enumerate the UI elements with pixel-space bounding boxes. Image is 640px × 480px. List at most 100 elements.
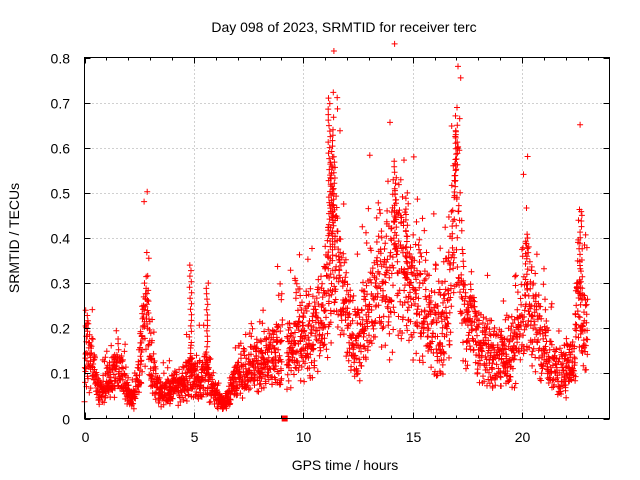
data-point — [449, 230, 456, 237]
data-point — [404, 189, 411, 196]
data-point — [486, 380, 493, 387]
data-point — [325, 254, 332, 261]
data-point — [578, 223, 585, 230]
data-point — [323, 314, 329, 321]
data-point — [237, 340, 244, 347]
data-point — [382, 342, 389, 349]
data-point — [297, 302, 304, 309]
data-point — [417, 270, 424, 277]
data-point — [497, 374, 504, 381]
data-point — [479, 348, 486, 355]
data-point — [160, 359, 167, 366]
data-point — [324, 354, 331, 361]
data-point — [121, 348, 128, 355]
data-point — [572, 321, 579, 328]
data-point — [467, 286, 474, 293]
data-point — [531, 321, 538, 328]
data-point — [384, 256, 391, 263]
data-point — [482, 329, 489, 335]
data-point — [450, 265, 457, 272]
data-point — [343, 353, 350, 360]
data-point — [325, 232, 332, 239]
data-point — [434, 333, 441, 340]
data-point — [156, 374, 163, 381]
data-point — [188, 339, 195, 346]
data-point — [371, 296, 377, 303]
data-point — [330, 185, 337, 192]
data-point — [579, 349, 586, 356]
data-point — [326, 100, 333, 107]
data-point — [439, 371, 446, 378]
data-point — [292, 340, 299, 347]
data-point — [114, 382, 121, 389]
data-point — [203, 370, 210, 377]
data-point — [345, 311, 352, 318]
data-point — [278, 358, 285, 365]
y-tick-label: 0.1 — [51, 366, 71, 382]
data-point — [524, 153, 531, 160]
data-point — [284, 335, 291, 341]
data-point — [89, 336, 96, 343]
data-point — [583, 319, 590, 326]
data-point — [390, 304, 397, 311]
data-point — [540, 281, 547, 288]
data-point — [524, 235, 531, 241]
data-point — [407, 295, 414, 302]
data-point — [421, 227, 428, 234]
data-point — [144, 272, 151, 279]
data-point — [421, 324, 427, 331]
data-point — [88, 343, 95, 350]
data-point — [334, 324, 341, 330]
data-point — [285, 377, 292, 384]
data-point — [462, 358, 469, 365]
data-point — [405, 298, 411, 305]
data-point — [101, 358, 108, 365]
data-point — [487, 349, 494, 356]
y-tick-label: 0.7 — [51, 96, 71, 112]
data-point — [545, 327, 552, 334]
data-point — [471, 298, 478, 305]
data-point — [569, 339, 576, 345]
data-point — [186, 262, 193, 269]
data-point — [380, 313, 387, 320]
data-point — [475, 324, 481, 331]
data-point — [415, 303, 422, 310]
data-point — [325, 221, 332, 228]
data-point — [363, 240, 370, 246]
data-point — [288, 367, 295, 374]
data-point — [517, 295, 524, 302]
data-point — [529, 362, 536, 369]
data-point — [459, 250, 466, 257]
data-point — [379, 325, 386, 332]
data-point — [576, 344, 583, 350]
data-point — [557, 345, 563, 352]
data-point — [511, 356, 518, 362]
data-point — [526, 344, 533, 351]
data-point — [421, 318, 428, 325]
data-point — [102, 394, 109, 401]
data-point — [460, 277, 467, 284]
data-point — [301, 378, 308, 385]
data-point — [258, 338, 265, 345]
data-point — [414, 267, 420, 274]
x-tick-label: 20 — [515, 429, 531, 445]
data-point — [375, 233, 382, 240]
data-point — [425, 333, 431, 340]
data-point — [495, 365, 502, 372]
data-point — [203, 354, 210, 361]
data-point — [186, 273, 193, 280]
data-point — [349, 297, 356, 304]
data-point — [278, 367, 285, 374]
data-point — [295, 318, 302, 325]
data-point — [145, 298, 152, 305]
data-point — [334, 228, 341, 235]
data-point — [353, 371, 360, 378]
data-point — [401, 287, 408, 294]
data-point — [205, 280, 212, 287]
data-point — [385, 313, 392, 320]
data-point — [238, 355, 244, 362]
data-point — [188, 289, 195, 296]
data-point — [377, 250, 384, 257]
data-point — [542, 306, 549, 313]
data-point — [144, 188, 151, 195]
